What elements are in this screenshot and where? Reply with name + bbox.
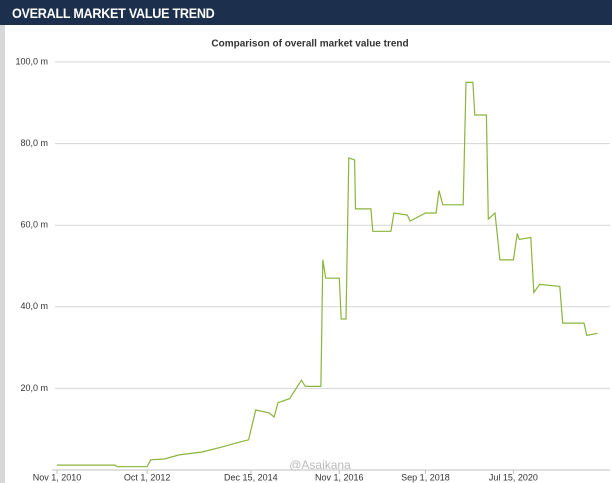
chart-title: Comparison of overall market value trend — [211, 39, 408, 50]
y-tick-label: 100,0 m — [15, 56, 48, 66]
y-tick-label: 60,0 m — [20, 220, 48, 230]
header-bar: OVERALL MARKET VALUE TREND — [0, 0, 612, 25]
y-tick-label: 80,0 m — [20, 138, 48, 148]
value-line — [57, 81, 598, 468]
x-tick-label: Nov 1, 2010 — [33, 472, 82, 482]
x-tick-label: Dec 15, 2014 — [224, 472, 278, 482]
header-title: OVERALL MARKET VALUE TREND — [12, 5, 215, 21]
left-border — [0, 25, 5, 483]
y-tick-label: 20,0 m — [20, 383, 48, 393]
x-tick-label: Nov 1, 2016 — [315, 472, 364, 482]
watermark: @Asaikana — [289, 458, 351, 472]
x-tick-label: Oct 1, 2012 — [124, 472, 171, 482]
x-tick-label: Sep 1, 2018 — [401, 472, 450, 482]
x-tick-label: Jul 15, 2020 — [489, 472, 538, 482]
y-tick-label: 40,0 m — [20, 301, 48, 311]
